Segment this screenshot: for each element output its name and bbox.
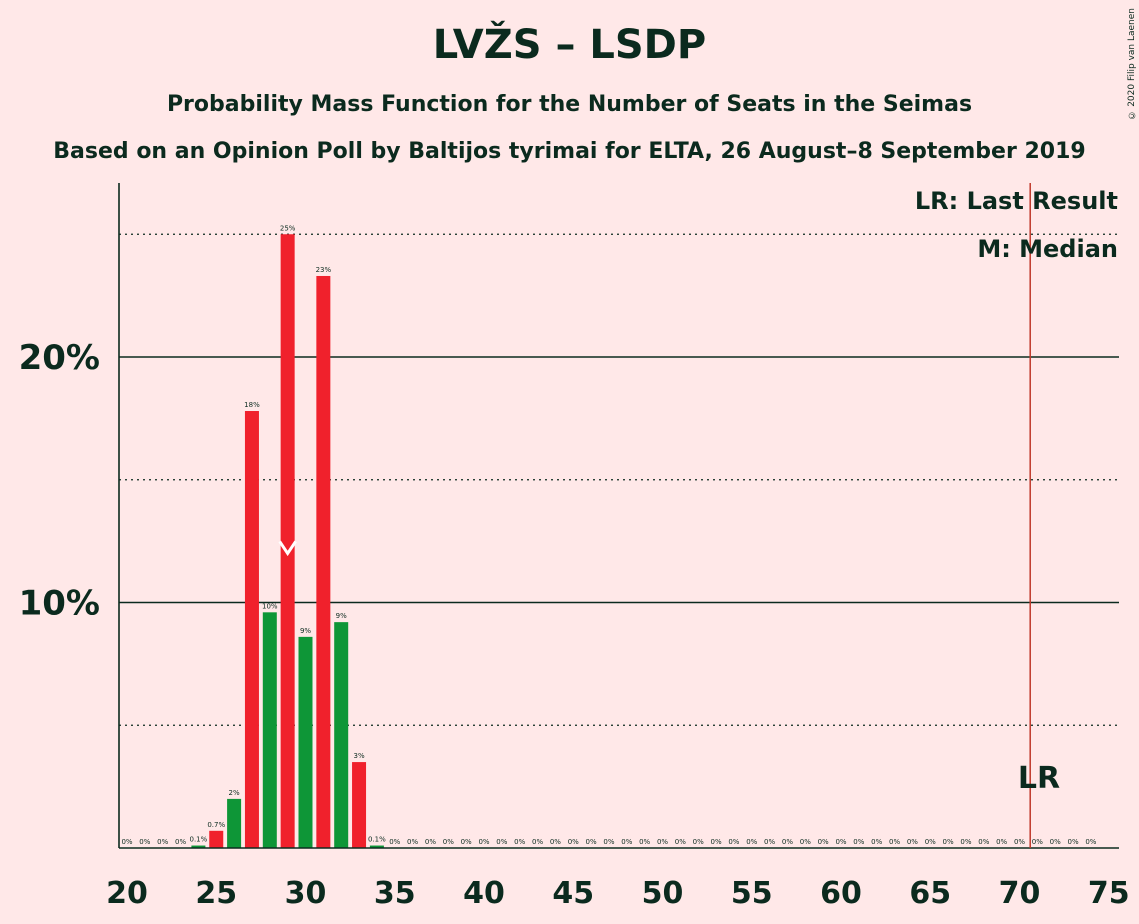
chart-title: LVŽS – LSDP <box>432 22 707 68</box>
bar-value-label: 9% <box>336 612 347 620</box>
bar <box>334 622 349 848</box>
bar-value-label: 0% <box>389 838 400 846</box>
bar-value-label: 0% <box>1050 838 1061 846</box>
bar-value-label: 0% <box>764 838 775 846</box>
bar-value-label: 0% <box>514 838 525 846</box>
last-result-label: LR <box>1018 761 1060 796</box>
x-tick-label: 55 <box>731 876 773 911</box>
bar-value-label: 0% <box>657 838 668 846</box>
bar-value-label: 0% <box>425 838 436 846</box>
bar-labels-group: 0% 0% 0% 0% 0.1%0.7%2%18%10%25%9%23%9%3%0.1%… <box>121 224 1096 846</box>
bar-value-label: 0% <box>139 838 150 846</box>
bar-value-label: 0% <box>800 838 811 846</box>
bar-value-label: 0% <box>443 838 454 846</box>
bar-value-label: 0% <box>478 838 489 846</box>
y-tick-label: 10% <box>19 584 100 624</box>
bar-value-label: 0% <box>175 838 186 846</box>
x-tick-label: 50 <box>642 876 684 911</box>
bar-value-label: 0% <box>157 838 168 846</box>
bar <box>191 845 206 848</box>
bar-value-label: 0% <box>639 838 650 846</box>
bar-value-label: 0% <box>835 838 846 846</box>
axes-group: 10% 20% 20 25 30 35 40 45 50 55 60 65 70 75 <box>19 183 1130 911</box>
bar-value-label: 0% <box>871 838 882 846</box>
bar <box>280 234 295 848</box>
bar-value-label: 0% <box>121 838 132 846</box>
bar-value-label: 0% <box>782 838 793 846</box>
median-marker <box>278 540 297 557</box>
x-tick-label: 30 <box>285 876 327 911</box>
bar-value-label: 0% <box>978 838 989 846</box>
x-tick-label: 20 <box>106 876 148 911</box>
bar-value-label: 0% <box>818 838 829 846</box>
bar-value-label: 3% <box>353 752 364 760</box>
bars-group <box>191 234 384 848</box>
bar-value-label: 0% <box>693 838 704 846</box>
bar-value-label: 0% <box>907 838 918 846</box>
bar-value-label: 0% <box>407 838 418 846</box>
bar-value-label: 0% <box>889 838 900 846</box>
bar <box>298 636 313 848</box>
x-tick-label: 65 <box>909 876 951 911</box>
bar-value-label: 0% <box>925 838 936 846</box>
legend-median: M: Median <box>977 235 1118 263</box>
bar <box>244 411 259 848</box>
bar-value-label: 0% <box>710 838 721 846</box>
x-tick-label: 35 <box>374 876 416 911</box>
bar-value-label: 0% <box>568 838 579 846</box>
legend-last-result: LR: Last Result <box>915 187 1118 215</box>
bar <box>316 275 331 848</box>
bar-value-label: 0% <box>943 838 954 846</box>
bar-value-label: 0% <box>621 838 632 846</box>
x-tick-label: 60 <box>820 876 862 911</box>
bar-value-label: 0% <box>603 838 614 846</box>
bar-value-label: 9% <box>300 627 311 635</box>
bar-value-label: 0% <box>675 838 686 846</box>
bar-value-label: 0% <box>550 838 561 846</box>
bar-value-label: 0% <box>586 838 597 846</box>
bar-value-label: 0.1% <box>368 836 386 844</box>
bar <box>209 830 224 848</box>
bar <box>352 762 367 848</box>
bar-value-label: 10% <box>262 602 278 610</box>
x-tick-label: 70 <box>999 876 1041 911</box>
bar <box>227 798 242 848</box>
bar-value-label: 0% <box>1014 838 1025 846</box>
x-tick-label: 75 <box>1088 876 1130 911</box>
y-tick-label: 20% <box>19 338 100 378</box>
bar-value-label: 0% <box>532 838 543 846</box>
bar-value-label: 0% <box>746 838 757 846</box>
bar-value-label: 0% <box>728 838 739 846</box>
bar-value-label: 0% <box>853 838 864 846</box>
bar-value-label: 25% <box>280 224 296 232</box>
bar-value-label: 0% <box>1085 838 1096 846</box>
bar-value-label: 0% <box>996 838 1007 846</box>
bar-value-label: 0% <box>1067 838 1078 846</box>
bar-value-label: 18% <box>244 401 260 409</box>
markers-group <box>278 183 1031 848</box>
x-tick-label: 45 <box>552 876 594 911</box>
bar-value-label: 0% <box>461 838 472 846</box>
bar-value-label: 0% <box>960 838 971 846</box>
bar-value-label: 0% <box>496 838 507 846</box>
bar-value-label: 23% <box>316 266 332 274</box>
x-tick-label: 25 <box>195 876 237 911</box>
bar-value-label: 0% <box>1032 838 1043 846</box>
bar <box>369 845 384 848</box>
bar-value-label: 0.7% <box>207 821 225 829</box>
x-tick-label: 40 <box>463 876 505 911</box>
bar-value-label: 0.1% <box>190 836 208 844</box>
chart-subtitle: Probability Mass Function for the Number… <box>166 92 973 117</box>
bar-value-label: 2% <box>229 789 240 797</box>
chart-source-line: Based on an Opinion Poll by Baltijos tyr… <box>53 139 1086 164</box>
bar <box>262 612 277 848</box>
